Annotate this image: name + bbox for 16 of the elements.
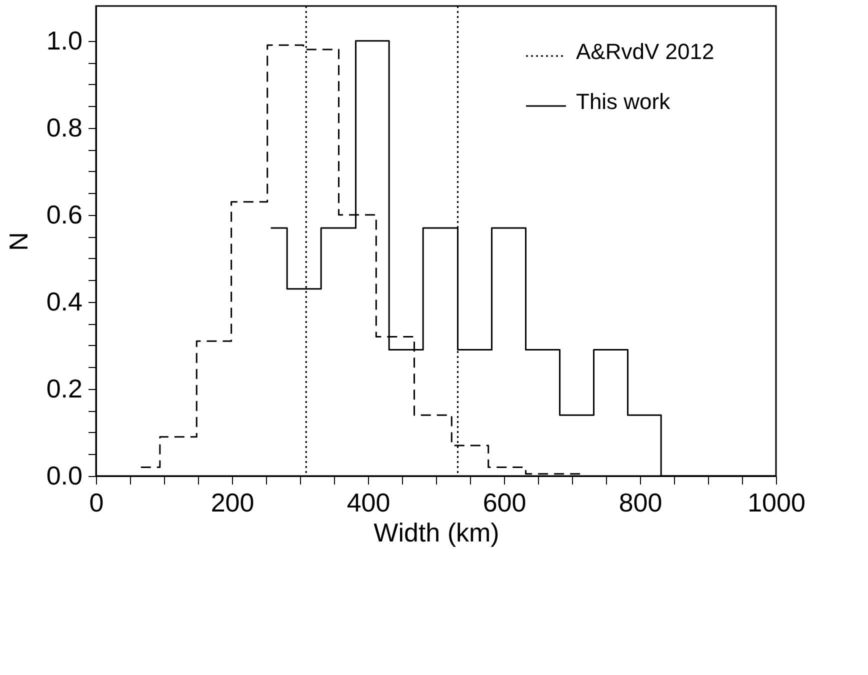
- legend-label: This work: [576, 89, 672, 114]
- x-tick-label: 0: [89, 488, 104, 518]
- x-axis-title: Width (km): [374, 518, 500, 548]
- x-tick-label: 1000: [748, 488, 806, 518]
- x-tick-label: 600: [482, 488, 526, 518]
- annotation: A&RvdV 2012: [576, 39, 714, 64]
- x-tick-label: 400: [346, 488, 390, 518]
- y-tick-label: 0.6: [46, 199, 82, 230]
- y-tick-label: 1.0: [46, 25, 82, 56]
- y-tick-label: 0.8: [46, 112, 82, 142]
- y-tick-label: 0.2: [46, 373, 82, 404]
- x-tick-label: 800: [618, 488, 662, 518]
- y-axis-title: N: [3, 232, 34, 251]
- x-tick-label: 200: [210, 488, 254, 518]
- y-tick-label: 0.0: [46, 460, 82, 490]
- y-tick-label: 0.4: [46, 286, 82, 316]
